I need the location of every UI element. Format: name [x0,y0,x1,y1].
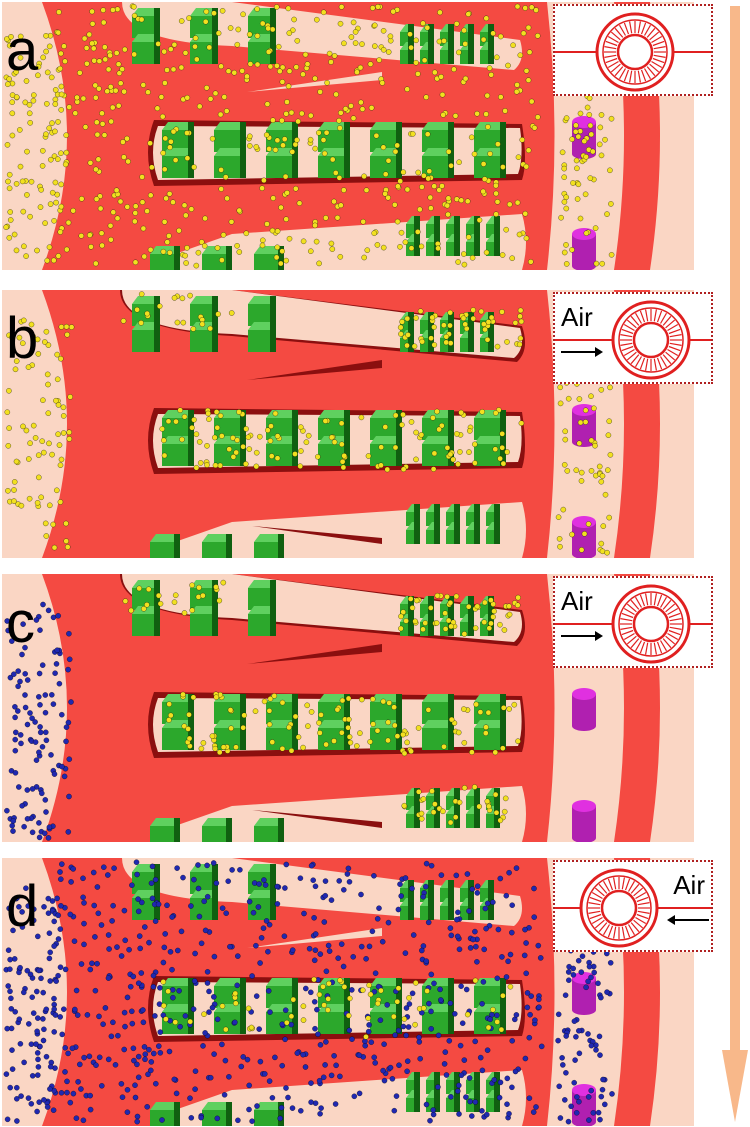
time-arrow [722,6,748,1122]
disc-icon [555,868,711,948]
panel-label: b [6,306,39,371]
scene-b [2,290,694,558]
panel-label: d [6,874,39,939]
air-label: Air [673,870,705,900]
device-inset: Air [553,576,713,668]
panel-label: c [6,590,35,655]
panel-b: b [2,290,694,558]
disc-icon [555,12,711,92]
device-inset: Air [553,292,713,384]
panel-label: a [6,18,39,83]
device-inset [553,4,713,96]
disc-icon [555,584,711,664]
disc-icon [555,300,711,380]
air-label: Air [561,586,593,616]
device-inset: Air [553,860,713,952]
air-label: Air [561,302,593,332]
